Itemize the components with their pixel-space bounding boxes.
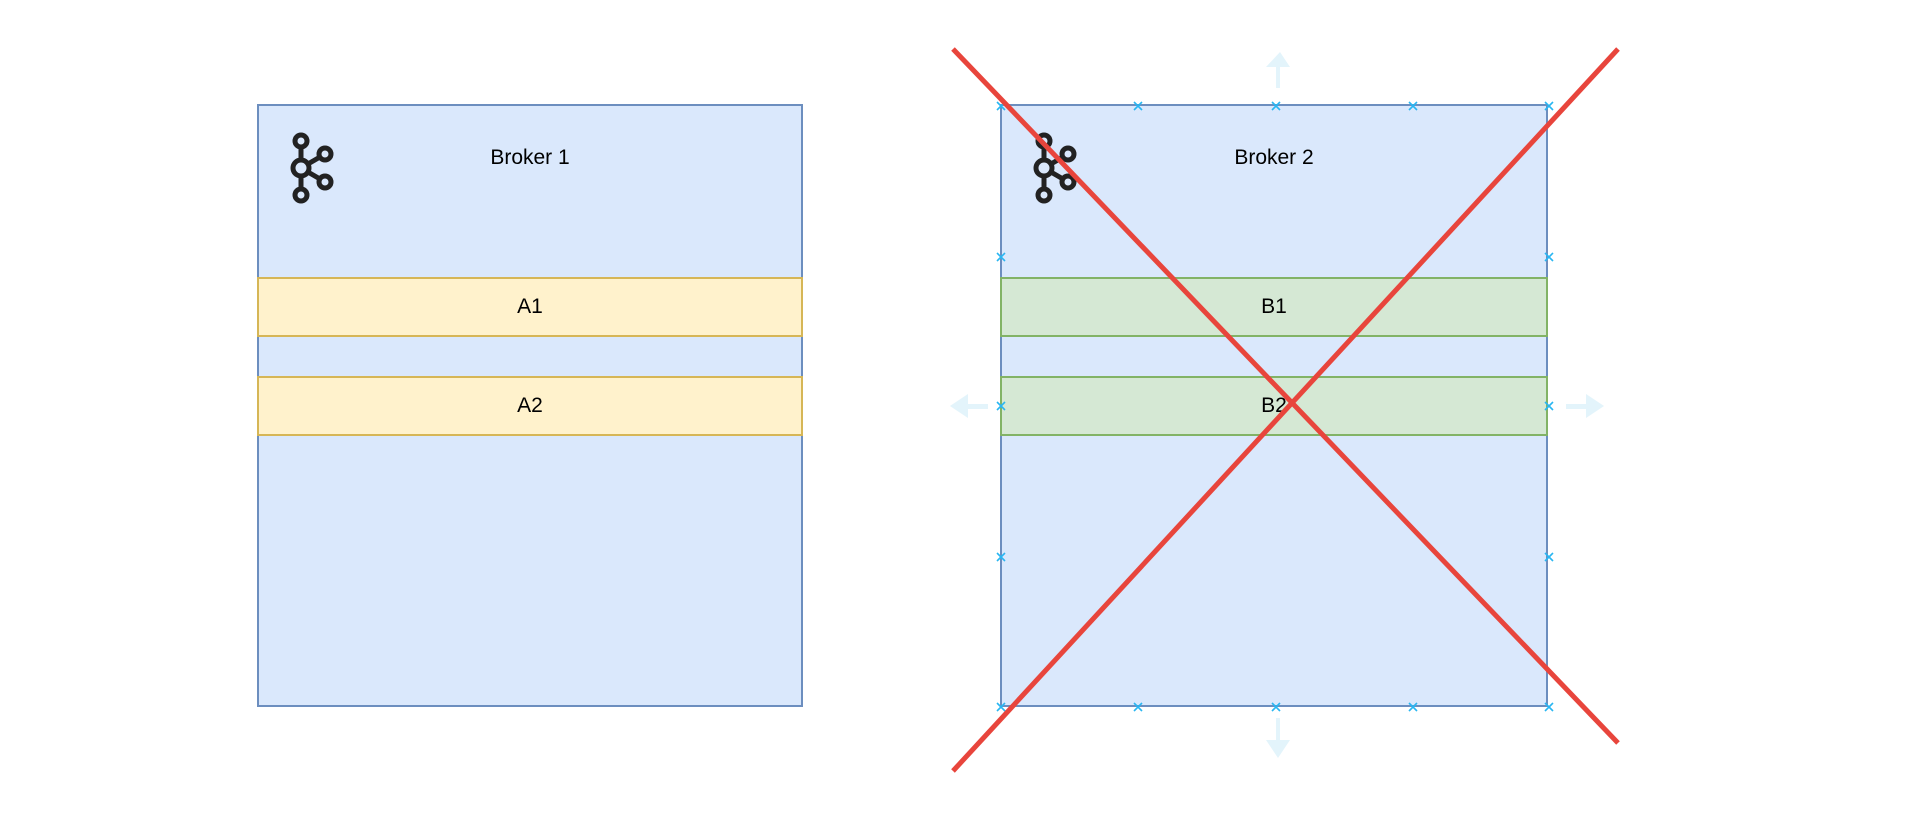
arrow-up-icon[interactable]	[1266, 52, 1290, 88]
partition-b1-label: B1	[1261, 295, 1287, 318]
arrow-down-icon[interactable]	[1266, 718, 1290, 758]
partition-a1[interactable]: A1	[257, 277, 803, 337]
arrow-right-icon[interactable]	[1566, 394, 1604, 418]
partition-a2-label: A2	[517, 394, 543, 417]
broker-1-box[interactable]: Broker 1 A1 A2	[257, 104, 803, 707]
partition-b2-label: B2	[1261, 394, 1287, 417]
partition-b1[interactable]: B1	[1000, 277, 1548, 337]
broker-1-title: Broker 1	[490, 146, 570, 169]
partition-b2[interactable]: B2	[1000, 376, 1548, 436]
partition-a1-label: A1	[517, 295, 543, 318]
broker-2-box[interactable]: Broker 2 B1 B2	[1000, 104, 1548, 707]
kafka-icon	[290, 132, 334, 204]
partition-a2[interactable]: A2	[257, 376, 803, 436]
arrow-left-icon[interactable]	[950, 394, 988, 418]
broker-2-title: Broker 2	[1234, 146, 1314, 169]
